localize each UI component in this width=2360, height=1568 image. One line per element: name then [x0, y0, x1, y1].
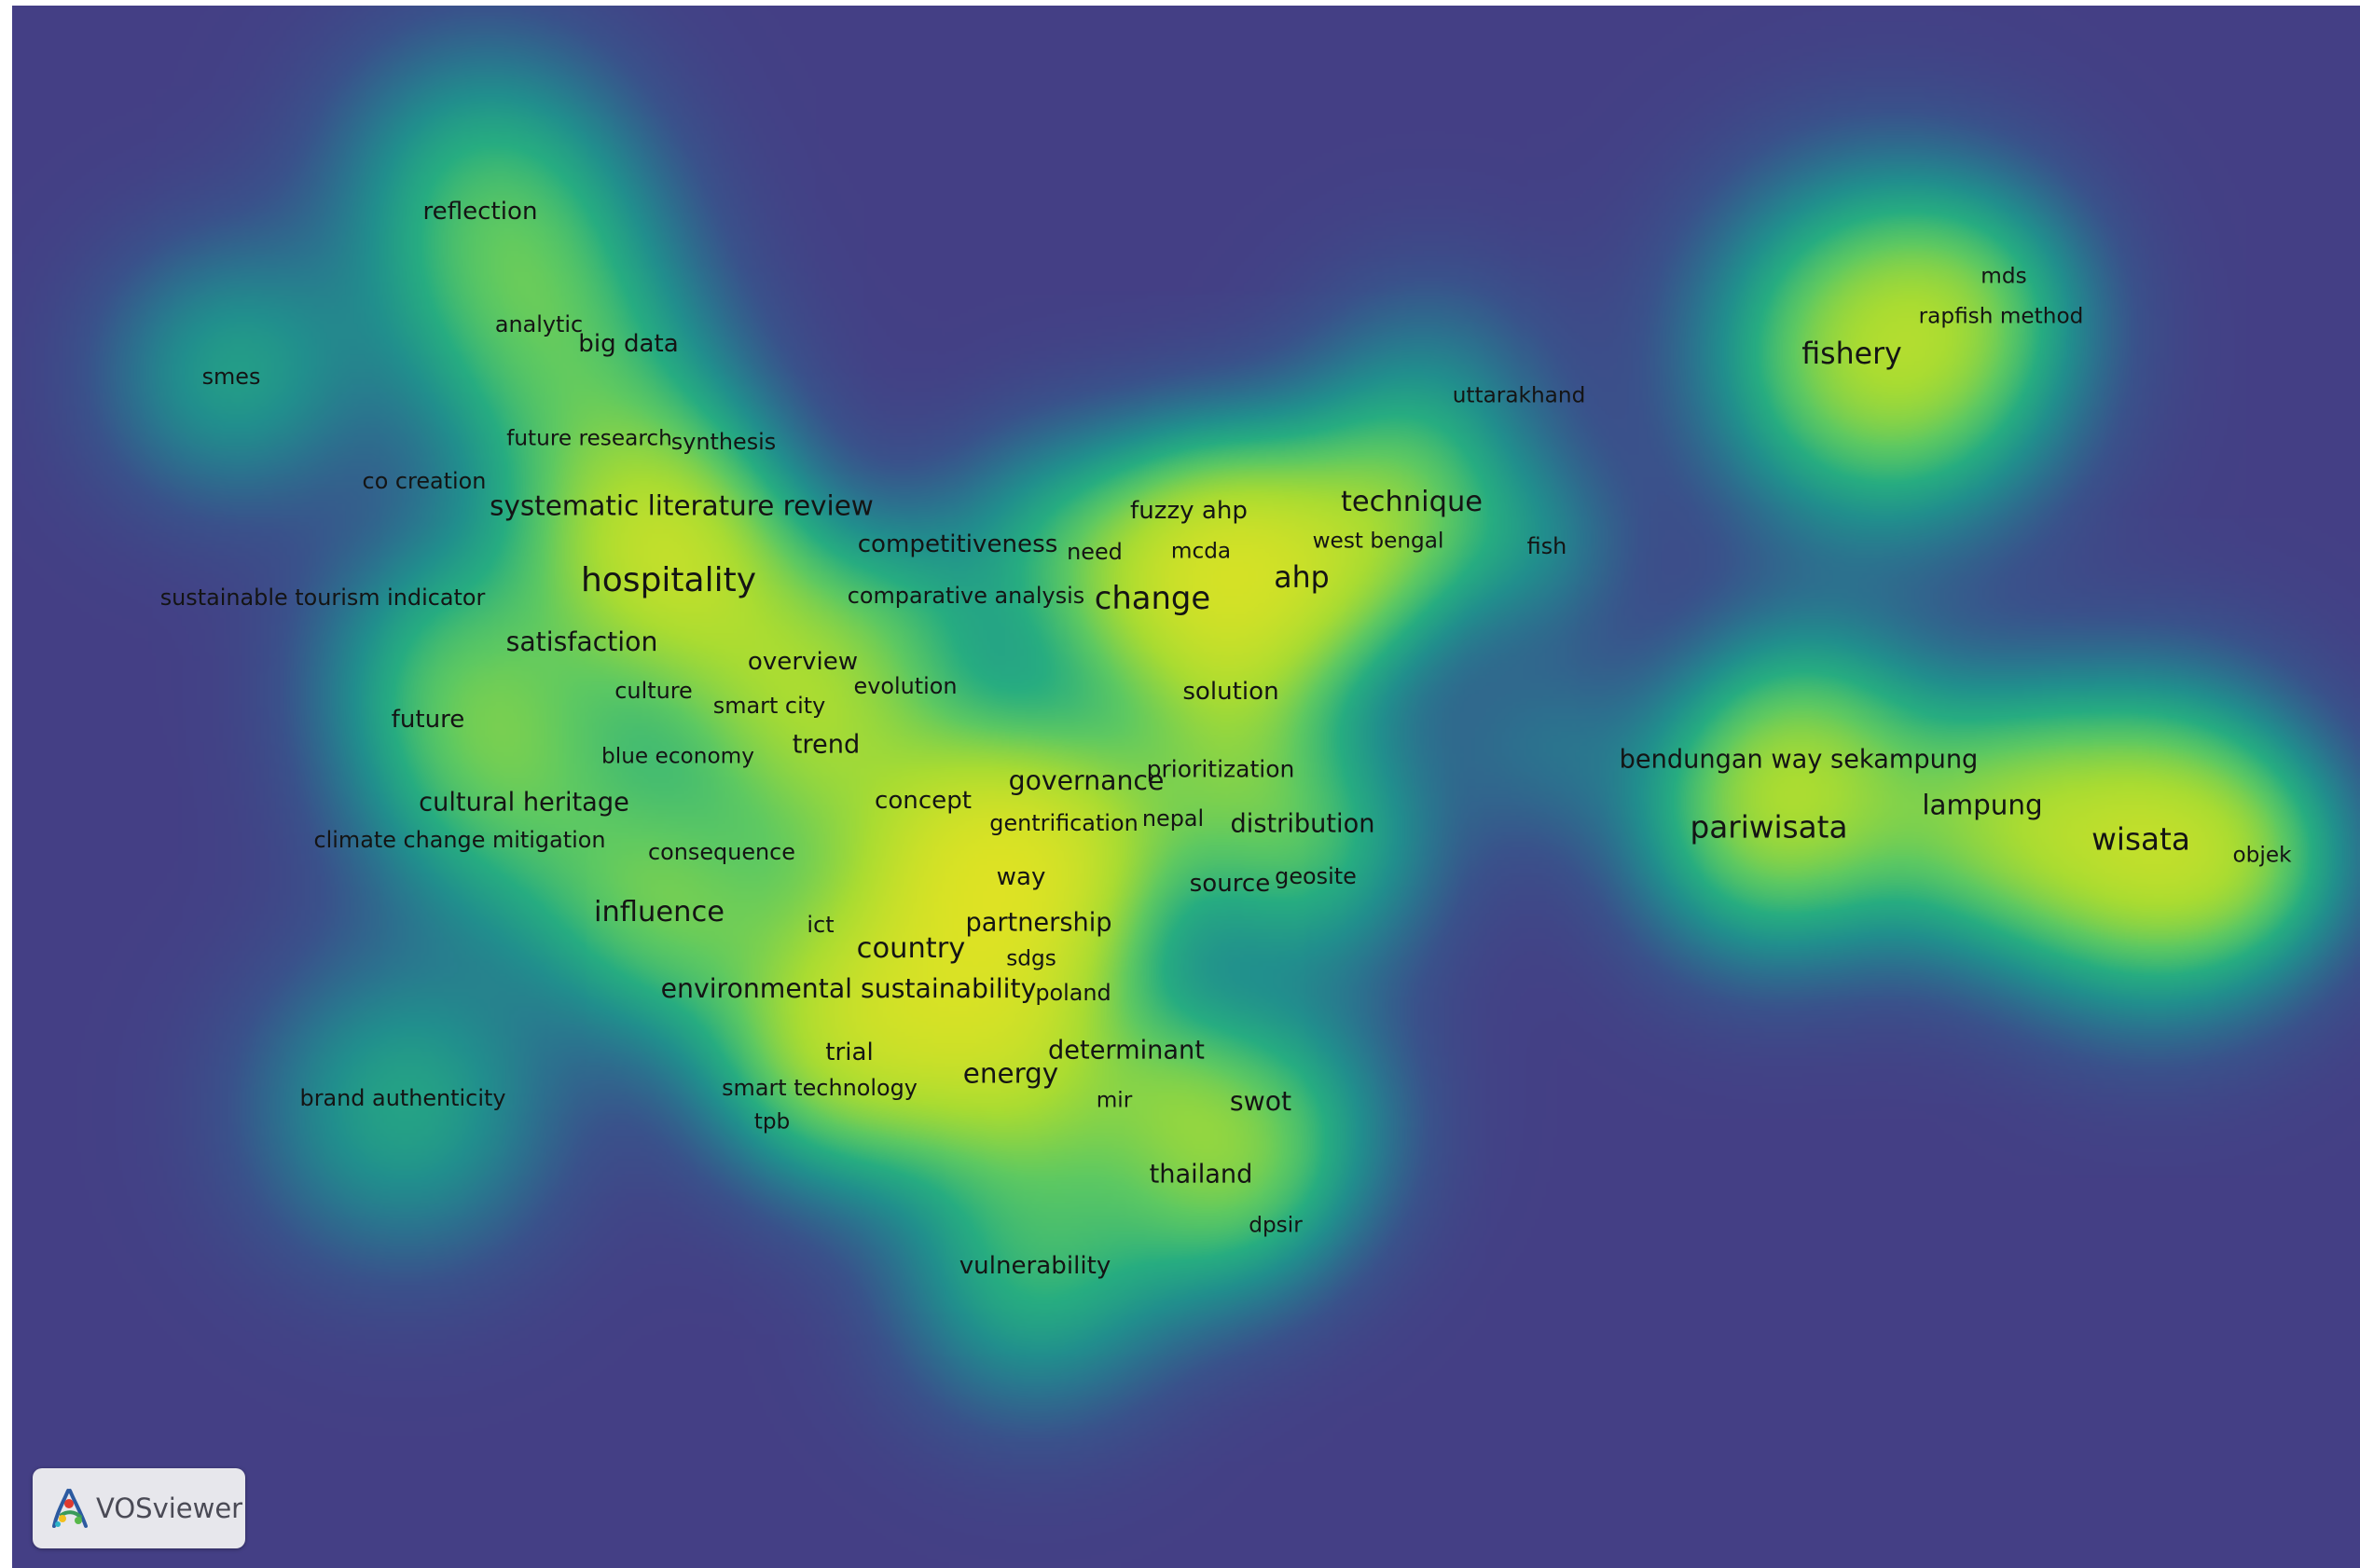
term-label[interactable]: concept	[874, 786, 973, 815]
term-label[interactable]: pariwisata	[1690, 809, 1848, 846]
term-label[interactable]: country	[856, 931, 966, 965]
term-label[interactable]: evolution	[853, 673, 958, 700]
term-label[interactable]: vulnerability	[959, 1251, 1111, 1280]
term-label[interactable]: west bengal	[1312, 528, 1444, 554]
term-label[interactable]: lampung	[1922, 789, 2043, 821]
term-label[interactable]: geosite	[1275, 863, 1357, 890]
term-label[interactable]: analytic	[494, 311, 584, 338]
term-label[interactable]: systematic literature review	[490, 489, 874, 522]
term-label[interactable]: ict	[807, 912, 835, 939]
vosviewer-logo-text: VOSviewer	[96, 1492, 243, 1524]
term-label[interactable]: source	[1189, 869, 1271, 898]
term-label[interactable]: future research	[506, 425, 672, 451]
term-label[interactable]: way	[996, 862, 1046, 891]
term-label[interactable]: smart city	[712, 693, 826, 720]
term-label[interactable]: hospitality	[580, 561, 757, 599]
term-label[interactable]: fuzzy ahp	[1130, 496, 1248, 525]
term-label[interactable]: fish	[1526, 533, 1567, 560]
term-label[interactable]: environmental sustainability	[660, 972, 1037, 1004]
term-label[interactable]: prioritization	[1146, 755, 1295, 783]
term-label[interactable]: big data	[578, 329, 679, 358]
term-label[interactable]: poland	[1035, 980, 1111, 1007]
vosviewer-logo[interactable]: VOSviewer	[33, 1468, 245, 1548]
term-label[interactable]: blue economy	[601, 743, 754, 769]
term-label[interactable]: competitiveness	[857, 530, 1058, 558]
term-label[interactable]: tpb	[753, 1108, 791, 1135]
term-label[interactable]: co creation	[362, 468, 487, 495]
term-label[interactable]: distribution	[1230, 809, 1375, 839]
term-label[interactable]: sdgs	[1006, 945, 1056, 971]
term-label[interactable]: swot	[1229, 1085, 1292, 1117]
term-label[interactable]: trial	[825, 1038, 874, 1066]
term-label[interactable]: gentrification	[989, 810, 1139, 837]
term-label[interactable]: satisfaction	[505, 626, 658, 657]
term-label[interactable]: objek	[2232, 842, 2292, 868]
term-label[interactable]: mir	[1096, 1087, 1133, 1113]
term-label[interactable]: synthesis	[670, 429, 777, 456]
term-label[interactable]: overview	[747, 647, 859, 676]
term-label[interactable]: trend	[792, 730, 861, 760]
term-label[interactable]: rapfish method	[1918, 303, 2084, 329]
term-label[interactable]: mds	[1980, 263, 2027, 289]
density-heatmap[interactable]	[12, 6, 2360, 1568]
term-label[interactable]: reflection	[422, 197, 538, 226]
term-label[interactable]: need	[1067, 539, 1123, 566]
term-label[interactable]: partnership	[965, 908, 1112, 938]
term-labels-layer: reflection smes analytic big data future res…	[12, 6, 2360, 1568]
term-label[interactable]: nepal	[1141, 805, 1205, 832]
term-label[interactable]: energy	[962, 1057, 1059, 1090]
term-label[interactable]: culture	[614, 678, 693, 705]
term-label[interactable]: bendungan way sekampung	[1619, 745, 1979, 775]
term-label[interactable]: smart technology	[722, 1075, 918, 1102]
term-label[interactable]: future	[391, 705, 465, 734]
term-label[interactable]: sustainable tourism indicator	[159, 585, 486, 612]
term-label[interactable]: ahp	[1274, 561, 1330, 596]
term-label[interactable]: influence	[594, 895, 725, 928]
term-label[interactable]: uttarakhand	[1452, 382, 1586, 408]
term-label[interactable]: cultural heritage	[419, 788, 629, 818]
term-label[interactable]: thailand	[1149, 1160, 1253, 1190]
term-label[interactable]: governance	[1008, 764, 1165, 796]
term-label[interactable]: technique	[1340, 485, 1484, 518]
term-label[interactable]: climate change mitigation	[313, 827, 606, 854]
term-label[interactable]: change	[1094, 580, 1211, 617]
term-label[interactable]: brand authenticity	[299, 1085, 506, 1112]
vosviewer-logo-icon	[52, 1489, 88, 1528]
term-label[interactable]: mcda	[1170, 538, 1232, 564]
term-label[interactable]: fishery	[1801, 337, 1902, 372]
term-label[interactable]: smes	[201, 364, 261, 391]
term-label[interactable]: wisata	[2091, 821, 2190, 858]
term-label[interactable]: determinant	[1048, 1036, 1205, 1066]
term-label[interactable]: dpsir	[1249, 1212, 1303, 1238]
density-map-viewport[interactable]: reflection smes analytic big data future res…	[12, 6, 2360, 1568]
term-label[interactable]: comparative analysis	[847, 583, 1085, 610]
term-label[interactable]: solution	[1182, 677, 1279, 706]
term-label[interactable]: consequence	[647, 839, 796, 866]
